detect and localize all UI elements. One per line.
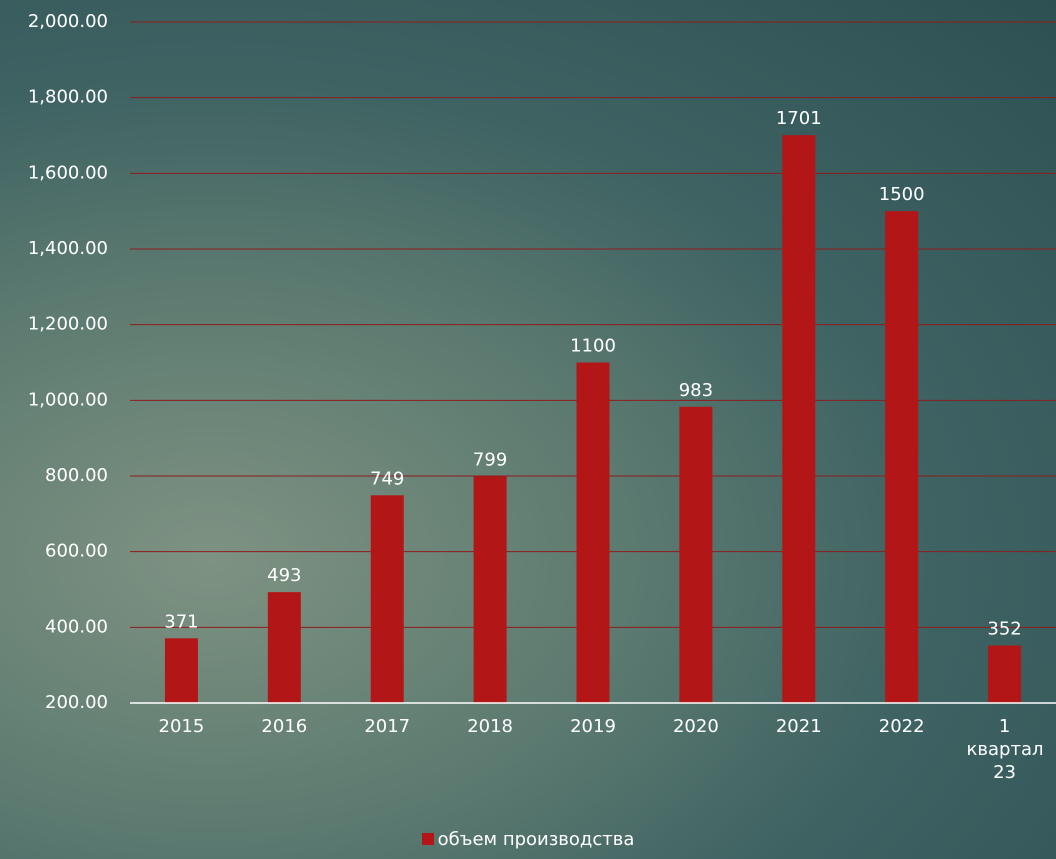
x-tick-label: 2019 [555,715,631,738]
legend-swatch [422,833,434,845]
bar [885,211,918,703]
bar [782,135,815,703]
y-tick-label: 400.00 [45,616,108,637]
y-tick-label: 200.00 [45,692,108,713]
y-tick-label: 1,000.00 [28,389,108,410]
y-tick-label: 600.00 [45,541,108,562]
x-tick-label: 2022 [864,715,940,738]
y-tick-label: 800.00 [45,465,108,486]
x-tick-label: 2021 [761,715,837,738]
data-label: 1500 [879,184,925,205]
data-label: 983 [679,380,713,401]
data-label: 1701 [776,108,822,129]
x-tick-label: 2020 [658,715,734,738]
y-tick-label: 2,000.00 [28,11,108,32]
data-label: 749 [370,468,404,489]
data-label: 352 [987,618,1021,639]
bar [268,592,301,703]
data-label: 799 [473,449,507,470]
bar [577,363,610,704]
bar [371,495,404,703]
legend: объем производства [0,829,1056,850]
y-tick-label: 1,400.00 [28,238,108,259]
bar [165,638,198,703]
x-tick-label: 2017 [349,715,425,738]
legend-label: объем производства [438,829,635,850]
y-tick-label: 1,800.00 [28,87,108,108]
data-label: 1100 [570,336,616,357]
data-label: 493 [267,565,301,586]
bar [679,407,712,703]
x-tick-label: 2015 [143,715,219,738]
y-tick-label: 1,200.00 [28,314,108,335]
bar [988,645,1021,703]
data-label: 371 [164,611,198,632]
chart: 200.00 400.00 600.00 800.00 1,000.00 1,200.00… [0,0,1056,859]
x-tick-label: 2018 [452,715,528,738]
y-tick-label: 1,600.00 [28,162,108,183]
bar [474,476,507,703]
x-tick-label: 1 квартал 23 [967,715,1043,784]
x-tick-label: 2016 [246,715,322,738]
